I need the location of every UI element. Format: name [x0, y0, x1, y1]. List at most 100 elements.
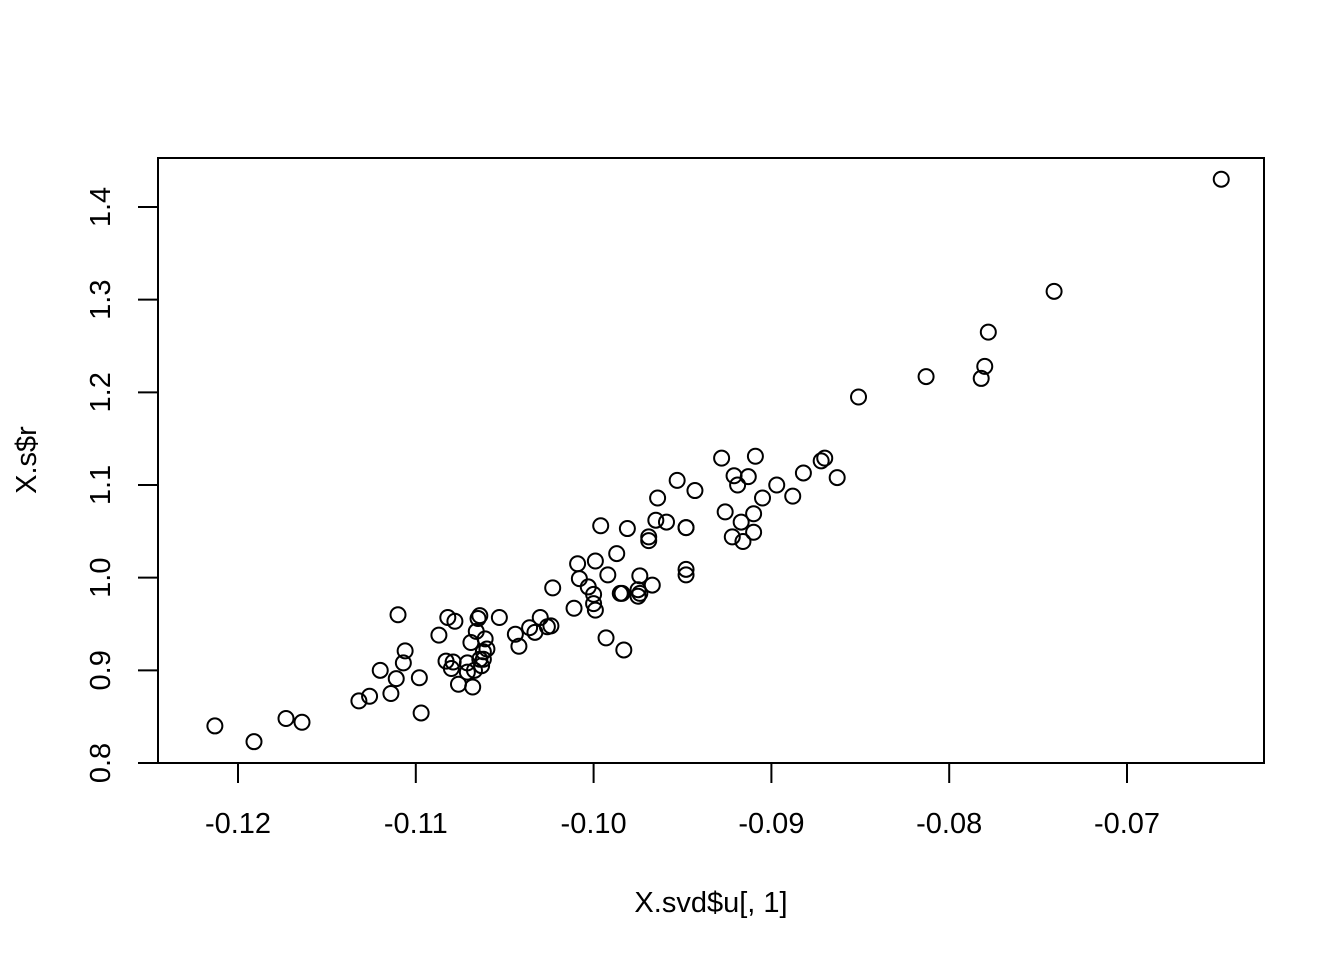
data-point: [657, 513, 675, 531]
data-point: [976, 357, 994, 375]
data-point: [586, 552, 604, 570]
x-tick-label: -0.07: [1094, 808, 1160, 840]
x-tick-label: -0.09: [738, 808, 804, 840]
data-point: [713, 449, 731, 467]
data-point: [412, 704, 430, 722]
data-point: [586, 601, 604, 619]
data-point: [277, 710, 295, 728]
data-point: [729, 476, 747, 494]
data-point: [686, 482, 704, 500]
y-tick-label: 1.3: [85, 280, 117, 320]
data-point: [725, 467, 743, 485]
data-point: [746, 447, 764, 465]
data-point: [206, 717, 224, 735]
data-point: [544, 579, 562, 597]
data-point: [618, 520, 636, 538]
data-point: [640, 532, 658, 550]
data-point: [430, 626, 448, 644]
data-point: [745, 505, 763, 523]
data-point: [585, 595, 603, 613]
data-point: [615, 641, 633, 659]
data-point: [478, 640, 496, 658]
data-point: [490, 609, 508, 627]
data-point: [739, 468, 757, 486]
x-tick-label: -0.10: [561, 808, 627, 840]
data-point: [458, 663, 476, 681]
data-point: [917, 368, 935, 386]
data-point: [629, 587, 647, 605]
data-point: [794, 464, 812, 482]
data-point: [389, 606, 407, 624]
y-axis-ticks: 0.8 0.9 1.0 1.1 1.2 1.3 1.4: [85, 187, 158, 783]
data-point: [631, 567, 649, 585]
data-point: [812, 452, 830, 470]
data-point: [754, 489, 772, 507]
data-point: [474, 650, 492, 668]
data-point: [1045, 282, 1063, 300]
data-point: [569, 555, 587, 573]
data-point: [599, 566, 617, 584]
data-point: [816, 449, 834, 467]
data-point: [565, 599, 583, 617]
data-point: [668, 471, 686, 489]
data-point: [592, 517, 610, 535]
y-tick-label: 0.9: [85, 650, 117, 690]
x-tick-label: -0.08: [916, 808, 982, 840]
x-axis-title: X.svd$u[, 1]: [634, 887, 787, 919]
data-point: [471, 607, 489, 625]
data-point: [245, 733, 263, 751]
data-point: [732, 513, 750, 531]
data-point: [643, 576, 661, 594]
data-point: [394, 654, 412, 672]
data-point: [677, 519, 695, 537]
data-point: [382, 685, 400, 702]
data-point: [293, 713, 311, 731]
data-point: [510, 637, 528, 655]
data-point: [647, 511, 665, 529]
data-point: [716, 503, 734, 521]
data-point: [723, 528, 741, 546]
data-point: [361, 687, 379, 705]
y-tick-label: 1.2: [85, 372, 117, 412]
y-tick-label: 0.8: [85, 743, 117, 783]
data-point: [396, 642, 414, 660]
data-point: [410, 669, 428, 687]
data-point: [677, 560, 695, 578]
data-point: [972, 369, 990, 387]
plot-frame: [157, 157, 1265, 764]
data-point: [734, 533, 752, 551]
data-point: [979, 323, 997, 341]
data-point: [570, 570, 588, 588]
data-point: [640, 528, 658, 546]
data-point: [649, 489, 667, 507]
x-tick-label: -0.11: [384, 808, 448, 840]
y-tick-label: 1.0: [85, 558, 117, 598]
data-point: [608, 545, 626, 563]
y-axis-title: X.s$r: [11, 426, 43, 494]
data-point: [469, 609, 487, 627]
data-point: [631, 584, 649, 602]
x-tick-label: -0.12: [205, 808, 271, 840]
data-point: [677, 566, 695, 584]
data-point: [464, 678, 482, 696]
y-tick-label: 1.4: [85, 187, 117, 227]
data-point: [350, 692, 368, 710]
data-points: [206, 170, 1230, 751]
data-point: [506, 625, 524, 643]
data-point: [521, 619, 539, 637]
x-axis-ticks: -0.12 -0.11 -0.10 -0.09 -0.08 -0.07: [205, 763, 1160, 840]
data-point: [442, 659, 460, 677]
data-point: [371, 661, 389, 679]
data-point: [597, 629, 615, 647]
y-tick-label: 1.1: [85, 465, 117, 505]
data-point: [446, 612, 464, 630]
data-point: [850, 388, 868, 406]
data-point: [1212, 170, 1230, 188]
data-point: [474, 643, 492, 661]
data-point: [784, 487, 802, 505]
data-point: [768, 476, 786, 494]
data-point: [828, 469, 846, 487]
data-point: [387, 670, 405, 688]
data-point: [542, 617, 560, 635]
